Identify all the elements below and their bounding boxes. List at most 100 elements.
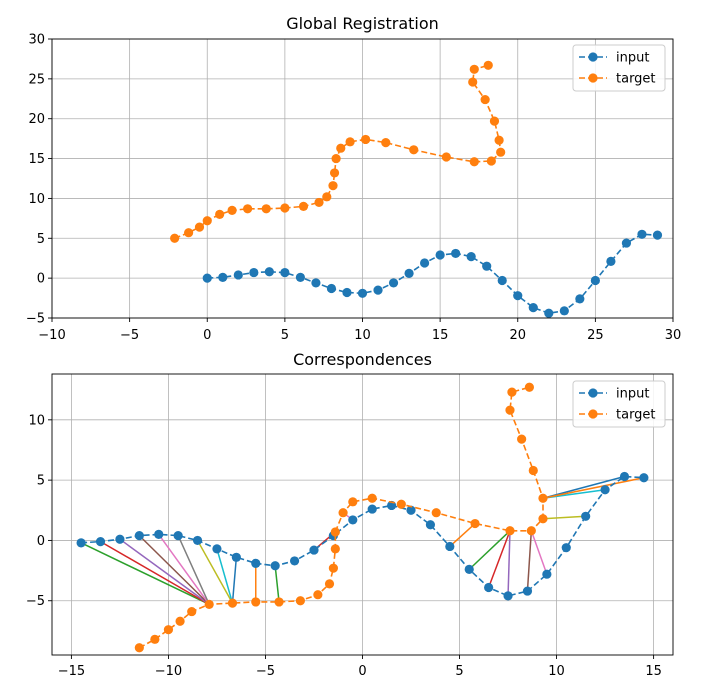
- data-point-target: [204, 599, 214, 609]
- data-point-target: [227, 598, 238, 608]
- data-point-target: [328, 563, 338, 573]
- data-point-input: [280, 267, 290, 278]
- correspondence-line: [449, 522, 476, 548]
- data-point-input: [590, 275, 600, 286]
- data-point-input: [466, 252, 476, 262]
- data-point-input: [309, 545, 319, 555]
- data-point-target: [329, 168, 340, 178]
- data-point-input: [544, 308, 554, 318]
- data-point-target: [187, 606, 197, 617]
- data-point-target: [322, 192, 332, 202]
- x-tick-label: 5: [455, 664, 463, 679]
- data-point-target: [468, 77, 478, 87]
- data-point-target: [526, 526, 536, 536]
- data-point-input: [482, 261, 492, 271]
- x-tick-label: −15: [58, 664, 85, 679]
- data-point-target: [215, 209, 225, 219]
- data-point-input: [134, 531, 144, 541]
- data-point-target: [163, 625, 174, 635]
- data-point-input: [575, 294, 585, 304]
- x-tick-label: −5: [256, 664, 275, 679]
- data-point-target: [336, 143, 346, 153]
- x-tick-label: 15: [645, 664, 662, 679]
- data-point-input: [559, 306, 569, 316]
- chart-title: Correspondences: [293, 350, 432, 369]
- y-tick-label: 5: [37, 474, 45, 489]
- data-point-target: [330, 527, 340, 537]
- data-point-input: [497, 275, 507, 286]
- data-point-input: [115, 534, 125, 544]
- y-tick-label: 20: [28, 112, 45, 127]
- data-point-target: [274, 597, 284, 607]
- data-point-target: [507, 387, 517, 397]
- data-point-target: [396, 499, 406, 509]
- data-point-target: [486, 156, 496, 166]
- data-point-input: [637, 229, 647, 239]
- data-point-target: [134, 643, 144, 653]
- data-point-input: [503, 591, 513, 601]
- legend-label-target: target: [616, 72, 656, 87]
- data-point-target: [524, 382, 534, 392]
- data-point-target: [175, 616, 185, 626]
- x-tick-label: 15: [432, 328, 449, 343]
- data-point-target: [489, 116, 500, 126]
- legend-marker-target: [588, 73, 598, 83]
- data-point-input: [513, 291, 523, 301]
- data-point-target: [345, 137, 355, 147]
- data-point-input: [357, 288, 368, 298]
- x-tick-label: −10: [155, 664, 182, 679]
- data-point-target: [328, 181, 338, 191]
- correspondence-line: [487, 530, 511, 588]
- data-point-target: [367, 493, 377, 503]
- y-tick-label: 0: [37, 534, 45, 549]
- y-tick-label: −5: [26, 312, 45, 327]
- data-point-input: [639, 473, 649, 483]
- correspondence-line: [138, 535, 210, 605]
- data-point-input: [619, 471, 630, 482]
- y-tick-label: 10: [28, 413, 45, 428]
- correspondence-line: [507, 530, 511, 596]
- data-point-input: [264, 267, 274, 277]
- data-point-target: [330, 544, 340, 554]
- data-point-target: [517, 434, 527, 444]
- data-point-target: [295, 596, 305, 606]
- x-tick-label: 0: [358, 664, 366, 679]
- data-point-target: [298, 201, 309, 211]
- correspondence-line: [274, 565, 280, 603]
- data-point-target: [194, 222, 205, 232]
- data-point-input: [621, 238, 632, 248]
- chart-title: Global Registration: [286, 14, 439, 33]
- correspondence-line: [80, 542, 210, 606]
- data-point-input: [295, 272, 305, 282]
- data-point-input: [326, 283, 337, 294]
- data-point-target: [314, 197, 324, 208]
- y-tick-label: 30: [28, 33, 45, 48]
- x-tick-label: 20: [509, 328, 526, 343]
- data-point-target: [496, 147, 506, 157]
- data-point-input: [212, 544, 222, 554]
- data-point-input: [464, 564, 474, 574]
- data-point-target: [261, 204, 271, 214]
- data-point-target: [202, 216, 212, 226]
- data-point-target: [361, 134, 371, 145]
- y-tick-label: −5: [26, 594, 45, 609]
- data-point-target: [227, 205, 237, 215]
- legend-label-target: target: [616, 408, 656, 423]
- data-point-target: [150, 634, 160, 644]
- data-point-input: [202, 273, 212, 283]
- data-point-target: [528, 465, 538, 476]
- correspondence-line: [177, 535, 210, 605]
- data-point-input: [348, 515, 358, 525]
- data-point-input: [425, 520, 436, 530]
- data-point-input: [404, 268, 414, 278]
- data-point-target: [348, 497, 358, 507]
- correspondence-line: [216, 548, 234, 604]
- correspondence-line: [542, 475, 625, 499]
- y-tick-label: 15: [28, 152, 45, 167]
- correspondence-line: [526, 530, 533, 592]
- x-tick-label: 10: [354, 328, 371, 343]
- series-line-target: [138, 386, 544, 649]
- data-point-input: [561, 543, 571, 553]
- data-point-input: [173, 531, 183, 541]
